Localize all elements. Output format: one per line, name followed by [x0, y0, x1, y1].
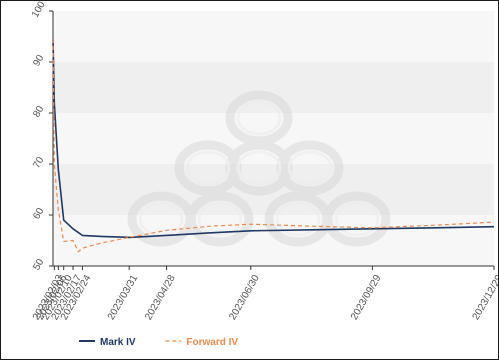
- y-tick-label: 100: [30, 1, 48, 20]
- grid-band: [53, 62, 494, 113]
- legend-label-mark-iv: Mark IV: [100, 337, 136, 348]
- x-tick-label: 2023/09/29: [349, 273, 384, 322]
- x-tick-label: 2023/04/28: [143, 273, 178, 322]
- x-tick-label: 2023/03/31: [106, 273, 141, 322]
- series-lines: [52, 38, 495, 253]
- legend: Mark IV Forward IV: [79, 337, 238, 348]
- y-tick-label: 80: [31, 104, 46, 120]
- grid-band: [53, 11, 494, 62]
- legend-label-forward-iv: Forward IV: [186, 337, 238, 348]
- watermark-logo: [127, 90, 391, 247]
- y-tick-label: 50: [31, 257, 46, 273]
- series-line-forward-iv: [52, 38, 495, 253]
- x-tick-label: 2023/12/29: [471, 273, 498, 322]
- y-tick-label: 70: [31, 155, 46, 171]
- y-axis-ticks: 50 60 70 80 90 100: [30, 1, 53, 272]
- series-line-mark-iv: [52, 38, 495, 239]
- x-tick-label: 2023/06/30: [227, 273, 262, 322]
- x-axis-ticks: 2023/02/032023/02/062023/02/102023/02/17…: [31, 266, 498, 322]
- y-tick-label: 60: [31, 206, 46, 222]
- y-tick-label: 90: [31, 53, 46, 69]
